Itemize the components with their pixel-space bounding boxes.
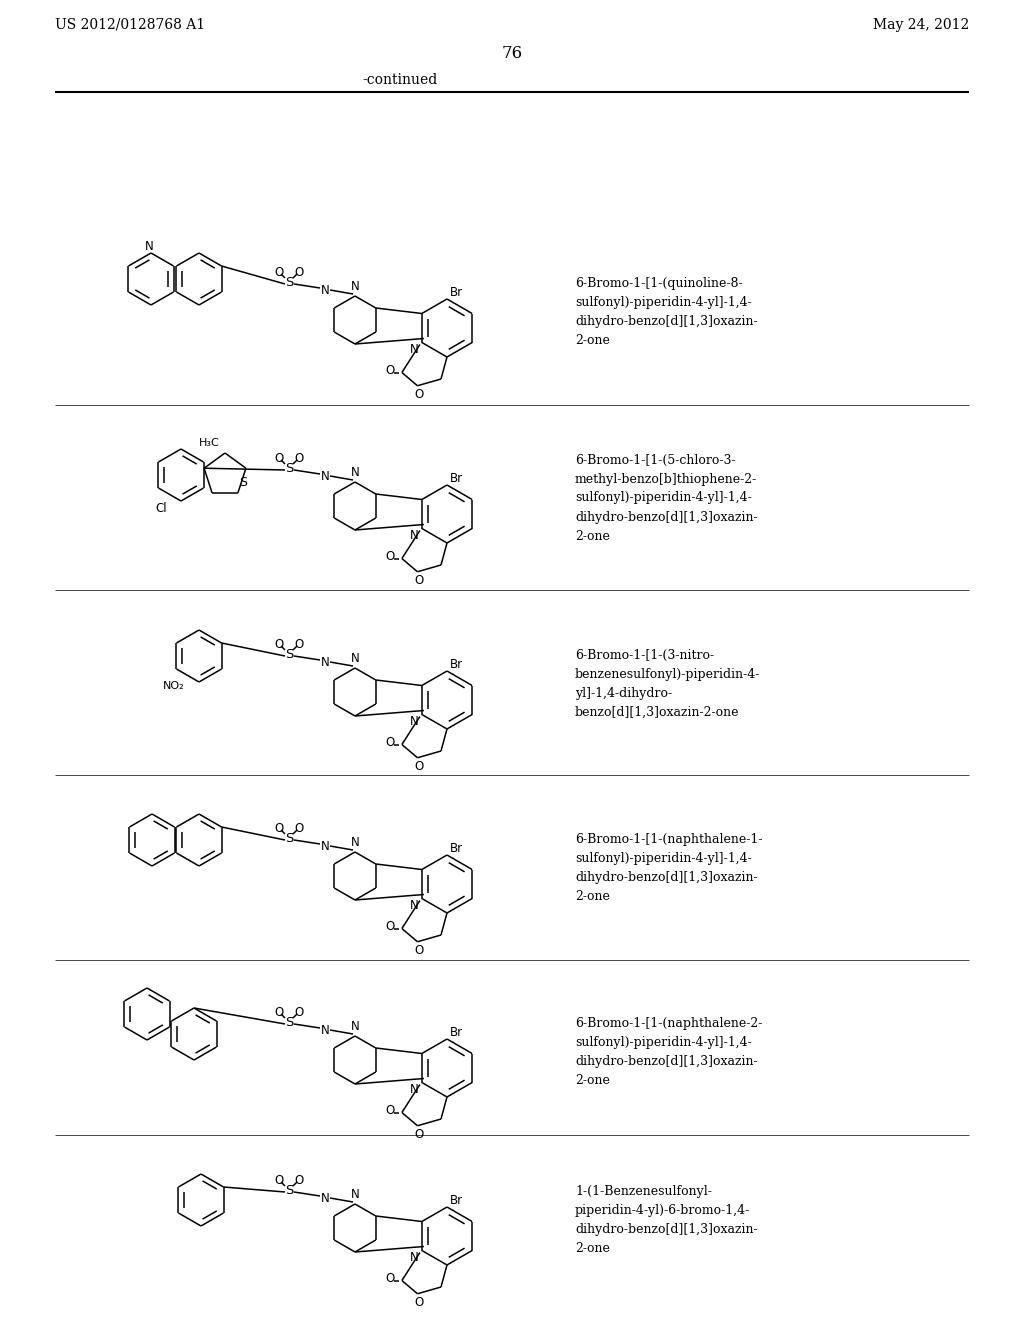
Text: Br: Br xyxy=(450,842,463,854)
Text: O: O xyxy=(294,821,304,834)
Text: H₃C: H₃C xyxy=(200,438,220,447)
Text: NO₂: NO₂ xyxy=(164,681,185,690)
Text: N: N xyxy=(410,899,418,912)
Text: Br: Br xyxy=(450,1026,463,1039)
Text: O: O xyxy=(274,1006,284,1019)
Text: O: O xyxy=(294,1006,304,1019)
Text: N: N xyxy=(350,652,359,665)
Text: May 24, 2012: May 24, 2012 xyxy=(872,18,969,32)
Text: S: S xyxy=(285,832,293,845)
Text: O: O xyxy=(415,760,424,774)
Text: N: N xyxy=(350,837,359,850)
Text: N: N xyxy=(321,1192,330,1204)
Text: O: O xyxy=(294,1173,304,1187)
Text: O: O xyxy=(385,1104,394,1117)
Text: N: N xyxy=(410,529,418,543)
Text: S: S xyxy=(285,1184,293,1196)
Text: O: O xyxy=(415,944,424,957)
Text: O: O xyxy=(274,1173,284,1187)
Text: O: O xyxy=(294,638,304,651)
Text: -continued: -continued xyxy=(362,73,437,87)
Text: 6-Bromo-1-[1-(naphthalene-2-
sulfonyl)-piperidin-4-yl]-1,4-
dihydro-benzo[d][1,3: 6-Bromo-1-[1-(naphthalene-2- sulfonyl)-p… xyxy=(575,1016,763,1086)
Text: 6-Bromo-1-[1-(3-nitro-
benzenesulfonyl)-piperidin-4-
yl]-1,4-dihydro-
benzo[d][1: 6-Bromo-1-[1-(3-nitro- benzenesulfonyl)-… xyxy=(575,649,761,719)
Text: N: N xyxy=(350,1188,359,1201)
Text: US 2012/0128768 A1: US 2012/0128768 A1 xyxy=(55,18,205,32)
Text: N: N xyxy=(321,284,330,297)
Text: N: N xyxy=(321,470,330,483)
Text: O: O xyxy=(385,1272,394,1284)
Text: N: N xyxy=(321,840,330,853)
Text: S: S xyxy=(285,462,293,474)
Text: 1-(1-Benzenesulfonyl-
piperidin-4-yl)-6-bromo-1,4-
dihydro-benzo[d][1,3]oxazin-
: 1-(1-Benzenesulfonyl- piperidin-4-yl)-6-… xyxy=(575,1185,758,1255)
Text: Br: Br xyxy=(450,1193,463,1206)
Text: N: N xyxy=(410,1251,418,1265)
Text: 76: 76 xyxy=(502,45,522,62)
Text: O: O xyxy=(274,451,284,465)
Text: N: N xyxy=(321,656,330,668)
Text: O: O xyxy=(385,550,394,564)
Text: N: N xyxy=(321,1023,330,1036)
Text: Br: Br xyxy=(450,657,463,671)
Text: O: O xyxy=(294,451,304,465)
Text: O: O xyxy=(385,737,394,748)
Text: Br: Br xyxy=(450,285,463,298)
Text: S: S xyxy=(285,1015,293,1028)
Text: O: O xyxy=(294,265,304,279)
Text: N: N xyxy=(144,240,154,253)
Text: N: N xyxy=(410,343,418,356)
Text: N: N xyxy=(350,1020,359,1034)
Text: N: N xyxy=(410,715,418,729)
Text: N: N xyxy=(350,466,359,479)
Text: 6-Bromo-1-[1-(5-chloro-3-
methyl-benzo[b]thiophene-2-
sulfonyl)-piperidin-4-yl]-: 6-Bromo-1-[1-(5-chloro-3- methyl-benzo[b… xyxy=(575,454,758,543)
Text: S: S xyxy=(285,648,293,660)
Text: 6-Bromo-1-[1-(quinoline-8-
sulfonyl)-piperidin-4-yl]-1,4-
dihydro-benzo[d][1,3]o: 6-Bromo-1-[1-(quinoline-8- sulfonyl)-pip… xyxy=(575,277,758,347)
Text: O: O xyxy=(415,1129,424,1142)
Text: O: O xyxy=(274,638,284,651)
Text: N: N xyxy=(410,1082,418,1096)
Text: 6-Bromo-1-[1-(naphthalene-1-
sulfonyl)-piperidin-4-yl]-1,4-
dihydro-benzo[d][1,3: 6-Bromo-1-[1-(naphthalene-1- sulfonyl)-p… xyxy=(575,833,763,903)
Text: N: N xyxy=(350,281,359,293)
Text: S: S xyxy=(285,276,293,289)
Text: O: O xyxy=(274,265,284,279)
Text: S: S xyxy=(239,477,247,490)
Text: O: O xyxy=(274,821,284,834)
Text: Cl: Cl xyxy=(156,503,167,516)
Text: O: O xyxy=(415,1296,424,1309)
Text: Br: Br xyxy=(450,471,463,484)
Text: O: O xyxy=(385,920,394,933)
Text: O: O xyxy=(415,388,424,401)
Text: O: O xyxy=(385,364,394,378)
Text: O: O xyxy=(415,574,424,587)
